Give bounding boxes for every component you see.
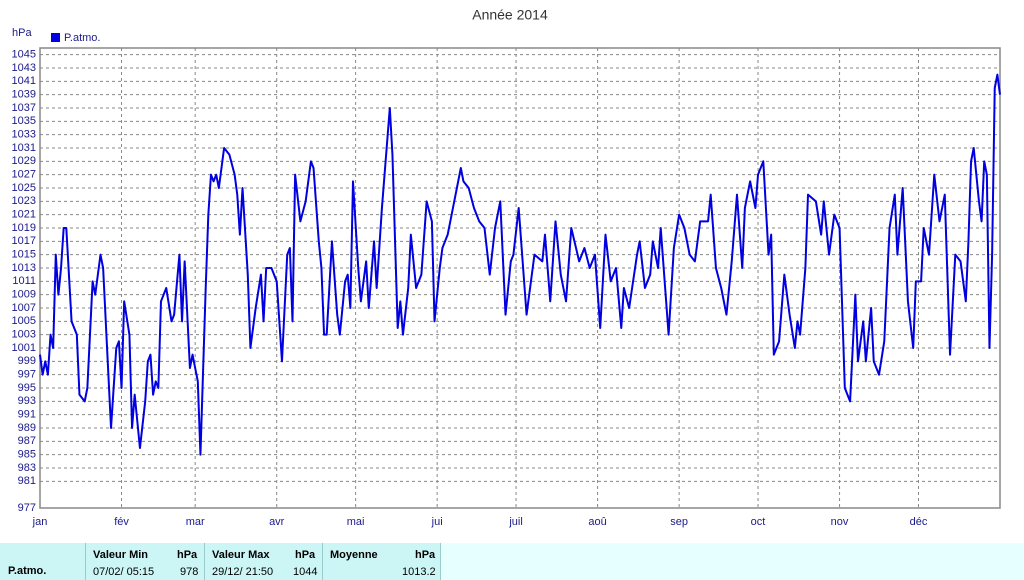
cell: 1013.2 bbox=[402, 566, 436, 578]
y-tick-label: 1045 bbox=[12, 49, 36, 61]
legend-swatch bbox=[51, 33, 60, 42]
y-tick-label: 985 bbox=[18, 449, 36, 461]
y-tick-label: 1007 bbox=[12, 302, 36, 314]
data-line bbox=[39, 73, 1001, 456]
cell-block bbox=[205, 543, 323, 580]
y-tick-label: 1039 bbox=[12, 89, 36, 101]
y-tick-label: 983 bbox=[18, 462, 36, 474]
y-tick-label: 977 bbox=[18, 502, 36, 514]
y-tick-label: 995 bbox=[18, 382, 36, 394]
y-tick-label: 1033 bbox=[12, 129, 36, 141]
x-tick-label: avr bbox=[269, 516, 285, 528]
legend-label: P.atmo. bbox=[64, 32, 101, 44]
x-tick-label: aoû bbox=[588, 516, 606, 528]
y-tick-label: 1005 bbox=[12, 315, 36, 327]
cell: 978 bbox=[180, 566, 199, 578]
y-tick-label: 997 bbox=[18, 369, 36, 381]
y-tick-label: 1001 bbox=[12, 342, 36, 354]
header: hPa bbox=[295, 549, 316, 561]
header: Moyenne bbox=[330, 549, 378, 561]
y-tick-label: 1011 bbox=[12, 275, 36, 287]
y-tick-label: 1023 bbox=[12, 195, 36, 207]
y-tick-label: 989 bbox=[18, 422, 36, 434]
y-axis-label: hPa bbox=[12, 27, 32, 39]
header: hPa bbox=[415, 549, 436, 561]
cell: 1044 bbox=[293, 566, 318, 578]
y-tick-label: 1031 bbox=[12, 142, 36, 154]
row-label: P.atmo. bbox=[8, 565, 47, 577]
cell: 07/02/ 05:15 bbox=[93, 566, 155, 578]
y-tick-label: 1017 bbox=[12, 235, 36, 247]
cell-block bbox=[0, 543, 86, 580]
y-tick-label: 1025 bbox=[12, 182, 36, 194]
x-tick-label: oct bbox=[751, 516, 766, 528]
y-tick-label: 1003 bbox=[12, 329, 36, 341]
y-tick-label: 999 bbox=[18, 355, 36, 367]
x-tick-label: nov bbox=[831, 516, 849, 528]
x-tick-label: mai bbox=[347, 516, 365, 528]
cell: 29/12/ 21:50 bbox=[212, 566, 274, 578]
y-tick-label: 1021 bbox=[12, 209, 36, 221]
x-tick-label: juil bbox=[508, 516, 522, 528]
x-tick-label: sep bbox=[670, 516, 688, 528]
x-tick-label: fév bbox=[114, 516, 129, 528]
cell-block bbox=[86, 543, 205, 580]
y-tick-label: 1027 bbox=[12, 169, 36, 181]
y-tick-label: 1015 bbox=[12, 249, 36, 261]
header: Valeur Max bbox=[212, 549, 270, 561]
y-tick-label: 1043 bbox=[12, 62, 36, 74]
x-tick-label: jan bbox=[32, 516, 48, 528]
y-tick-label: 987 bbox=[18, 435, 36, 447]
y-tick-label: 1013 bbox=[12, 262, 36, 274]
y-tick-label: 993 bbox=[18, 395, 36, 407]
x-tick-label: jui bbox=[431, 516, 443, 528]
y-tick-label: 1035 bbox=[12, 115, 36, 127]
y-tick-label: 981 bbox=[18, 475, 36, 487]
header: hPa bbox=[177, 549, 198, 561]
header: Valeur Min bbox=[93, 549, 149, 561]
cell-block bbox=[323, 543, 441, 580]
y-tick-label: 1041 bbox=[12, 75, 36, 87]
x-tick-label: déc bbox=[910, 516, 928, 528]
chart-title: Année 2014 bbox=[472, 7, 548, 23]
y-tick-label: 1019 bbox=[12, 222, 36, 234]
y-tick-label: 1029 bbox=[12, 155, 36, 167]
y-tick-label: 1037 bbox=[12, 102, 36, 114]
x-tick-label: mar bbox=[186, 516, 205, 528]
summary-table: P.atmo. Valeur Min hPa Valeur Max hPa Mo… bbox=[0, 543, 1024, 580]
y-tick-label: 991 bbox=[18, 409, 36, 421]
y-tick-label: 1009 bbox=[12, 289, 36, 301]
